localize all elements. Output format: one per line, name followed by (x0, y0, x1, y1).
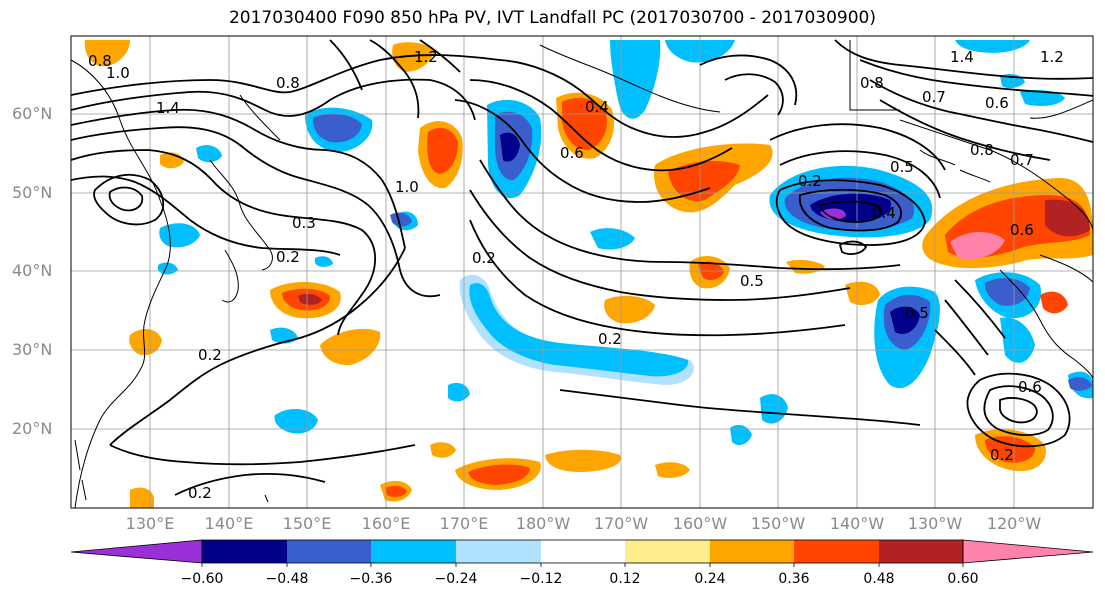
lon-label: 150°W (750, 514, 806, 533)
contour-label: 0.2 (276, 248, 300, 266)
lat-label: 20°N (12, 419, 53, 438)
lon-label: 160°E (361, 514, 411, 533)
colorbar-tick-label: −0.48 (265, 571, 309, 587)
lon-label: 170°W (593, 514, 649, 533)
contour-label: 0.8 (860, 74, 884, 92)
lat-label: 60°N (12, 104, 53, 123)
contour-label: 0.5 (905, 304, 929, 322)
contour-label: 0.2 (798, 172, 822, 190)
contour-label: 0.7 (922, 88, 946, 106)
contour-label: 1.4 (950, 48, 974, 66)
colorbar-segment (879, 540, 963, 563)
colorbar-segment (371, 540, 456, 563)
contour-label: 0.6 (985, 94, 1009, 112)
contour-label: 0.5 (890, 158, 914, 176)
colorbar-tick-label: 0.60 (947, 571, 979, 587)
contour-label: 0.4 (585, 98, 609, 116)
contour-label: 0.8 (276, 74, 300, 92)
map-title: 2017030400 F090 850 hPa PV, IVT Landfall… (228, 8, 876, 28)
contour-label-group: 0.8 1.0 1.2 1.4 0.8 1.4 1.2 0.8 0.6 0.7 … (88, 48, 1064, 502)
contour-label: 0.2 (598, 330, 622, 348)
colorbar-tick-label: −0.36 (349, 571, 393, 587)
contour-label: 0.8 (88, 52, 112, 70)
colorbar-segment (287, 540, 371, 563)
colorbar-extend-left (70, 539, 203, 564)
lon-label: 150°E (282, 514, 332, 533)
contour-label: 0.5 (740, 272, 764, 290)
colorbar-segment (710, 540, 794, 563)
colorbar (70, 539, 1094, 567)
colorbar-tick-label: −0.24 (434, 571, 478, 587)
colorbar-segment (794, 540, 879, 563)
coastlines (71, 40, 1093, 508)
lon-label: 160°W (672, 514, 728, 533)
colorbar-tick-label: 0.12 (609, 571, 641, 587)
lat-label: 50°N (12, 183, 53, 202)
colorbar-extend-right (962, 539, 1094, 564)
contour-label: 0.2 (472, 249, 496, 267)
colorbar-segment (456, 540, 541, 563)
contour-label: 1.0 (395, 178, 419, 196)
colorbar-tick-label: 0.24 (694, 571, 726, 587)
contour-label: 0.7 (1010, 151, 1034, 169)
contour-label: 0.6 (1018, 378, 1042, 396)
colorbar-tick-label: −0.60 (180, 571, 224, 587)
contour-label: 0.3 (292, 214, 316, 232)
colorbar-segment (541, 540, 625, 563)
colorbar-segment (625, 540, 710, 563)
lon-label: 170°E (439, 514, 489, 533)
colorbar-segment (202, 540, 287, 563)
contour-label: 0.4 (872, 204, 896, 222)
contour-label: 1.4 (156, 99, 180, 117)
graticule (71, 36, 1093, 508)
pv-contours (71, 39, 1093, 496)
colorbar-tick-label: 0.48 (863, 571, 895, 587)
lon-label: 140°E (204, 514, 254, 533)
lon-label: 120°W (986, 514, 1042, 533)
contour-label: 0.2 (188, 484, 212, 502)
colorbar-tick-label: 0.36 (778, 571, 810, 587)
contour-label: 1.2 (414, 48, 438, 66)
lat-label: 30°N (12, 340, 53, 359)
lon-label: 140°W (829, 514, 885, 533)
contour-label: 0.6 (1010, 221, 1034, 239)
contour-label: 0.8 (970, 141, 994, 159)
contour-label: 0.2 (990, 446, 1014, 464)
lon-label: 130°W (907, 514, 963, 533)
contour-label: 0.6 (560, 144, 584, 162)
lon-label: 180°W (515, 514, 571, 533)
lat-label: 40°N (12, 261, 53, 280)
contour-label: 1.0 (106, 64, 130, 82)
colorbar-tick-label: −0.12 (519, 571, 563, 587)
lon-label: 130°E (125, 514, 175, 533)
contour-label: 1.2 (1040, 48, 1064, 66)
contour-label: 0.2 (198, 346, 222, 364)
